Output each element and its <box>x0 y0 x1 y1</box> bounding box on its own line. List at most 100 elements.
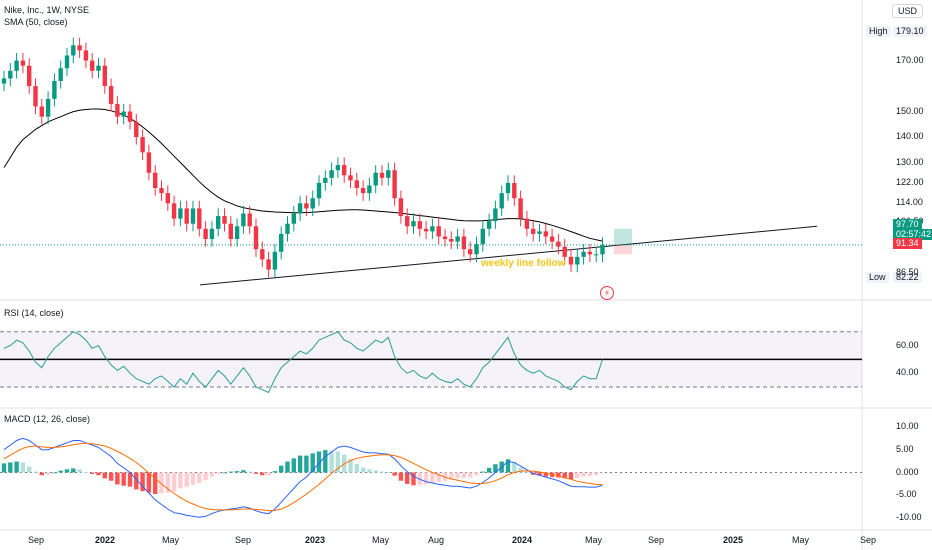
candle-body <box>115 103 120 117</box>
candle-body <box>392 170 397 199</box>
current-price-tag: 97.70 <box>893 219 922 230</box>
candle-body <box>241 213 246 227</box>
candle-body <box>153 172 158 189</box>
rsi-series <box>3 331 603 394</box>
candle-body <box>455 236 460 242</box>
candle-body <box>178 208 183 219</box>
candle-body <box>197 208 202 229</box>
candle-body <box>348 175 353 181</box>
candle-body <box>480 228 485 245</box>
macd-histogram-bar <box>329 451 334 473</box>
macd-histogram-bar <box>291 458 296 473</box>
candle-body <box>518 198 523 219</box>
macd-histogram-bar <box>272 471 278 473</box>
macd-histogram-bar <box>430 472 435 483</box>
macd-histogram-bar <box>379 471 385 473</box>
candle-body <box>411 221 416 227</box>
candle-body <box>531 228 536 234</box>
macd-histogram-bar <box>64 469 70 473</box>
alert-icon[interactable]: ⚡ <box>600 286 614 300</box>
symbol-title: Nike, Inc., 1W, NYSE <box>4 5 90 15</box>
candle-body <box>203 228 208 240</box>
candle-body <box>537 231 542 234</box>
macd-histogram-bar <box>524 471 530 473</box>
countdown-tag: 02:57:42 <box>893 229 932 240</box>
time-tick-label: Sep <box>235 535 252 545</box>
currency-button[interactable]: USD <box>892 4 924 18</box>
time-tick-label: 2025 <box>723 535 744 545</box>
macd-histogram-bar <box>228 471 233 473</box>
candle-body <box>449 239 454 242</box>
time-tick-label: 2023 <box>305 535 326 545</box>
candle-body <box>90 60 95 71</box>
macd-histogram-bar <box>575 472 580 478</box>
macd-histogram-bar <box>449 472 454 480</box>
time-tick-label: May <box>372 535 390 545</box>
macd-histogram-bar <box>153 472 158 494</box>
candle-body <box>556 241 561 247</box>
candle-body <box>379 172 385 178</box>
candle-body <box>594 254 599 256</box>
candle-body <box>159 188 164 194</box>
time-tick-label: 2024 <box>512 535 533 545</box>
macd-histogram-bar <box>360 467 366 473</box>
candle-body <box>524 218 530 229</box>
candle-body <box>354 180 359 189</box>
macd-series <box>3 437 603 518</box>
candle-body <box>304 203 309 209</box>
macd-histogram-bar <box>209 472 215 477</box>
candle-body <box>20 60 26 66</box>
macd-histogram-bar <box>266 472 271 476</box>
signal-series <box>3 442 603 512</box>
high-value: 179.10 <box>893 26 927 37</box>
candle-body <box>33 86 38 107</box>
candle-body <box>398 198 404 217</box>
candle-body <box>228 223 233 240</box>
macd-histogram-bar <box>121 472 126 486</box>
candle-body <box>39 106 44 117</box>
macd-histogram-bar <box>140 472 145 492</box>
candle-body <box>83 50 89 61</box>
overlay-marks <box>0 228 862 255</box>
candle-body <box>499 193 504 209</box>
projection-up-box <box>614 228 632 245</box>
macd-histogram-bar <box>83 472 89 473</box>
time-tick-label: May <box>792 535 810 545</box>
sma-legend: SMA (50, close) <box>4 17 68 27</box>
candle-body <box>247 213 252 227</box>
macd-histogram-bar <box>45 472 51 475</box>
target-price-tag: 91.34 <box>893 238 922 249</box>
candle-body <box>190 208 196 224</box>
high-label: High <box>866 26 891 37</box>
candle-body <box>134 121 139 138</box>
candle-body <box>468 249 473 255</box>
macd-histogram-bar <box>222 472 227 474</box>
candle-body <box>405 216 410 227</box>
macd-histogram-bar <box>568 472 574 480</box>
macd-histogram-bar <box>461 472 467 478</box>
price-tick-label: 140.00 <box>896 131 924 142</box>
candle-body <box>184 208 189 224</box>
macd-histogram-bar <box>468 472 473 478</box>
candle-body <box>216 216 221 229</box>
macd-histogram-bar <box>190 472 196 485</box>
price-tick-label: 170.00 <box>896 54 924 65</box>
candle-body <box>600 244 605 255</box>
macd-histogram-bar <box>518 467 523 473</box>
macd-histogram-bar <box>90 472 95 474</box>
rsi-line <box>3 331 603 394</box>
candle-body <box>360 188 366 194</box>
candle-body <box>493 208 498 222</box>
candle-body <box>461 236 467 250</box>
candle-body <box>386 170 391 178</box>
candle-body <box>329 170 334 178</box>
sma-series <box>3 108 603 242</box>
macd-histogram-bar <box>127 472 133 487</box>
macd-histogram-bar <box>27 466 32 473</box>
macd-histogram-bar <box>505 459 511 473</box>
candle-body <box>291 213 296 224</box>
macd-histogram-bar <box>184 472 189 487</box>
candle-body <box>575 256 580 265</box>
macd-histogram-bar <box>77 469 82 473</box>
